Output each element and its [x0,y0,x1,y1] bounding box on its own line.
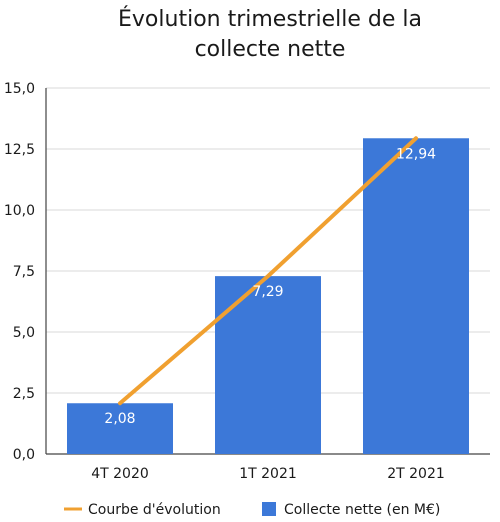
legend-line-label: Courbe d'évolution [88,502,221,518]
chart-title-line-1: Évolution trimestrielle de la [118,6,422,32]
bar-2t-2021 [363,138,469,454]
x-category-label: 4T 2020 [91,466,149,482]
x-axis-category-labels: 4T 2020 1T 2021 2T 2021 [91,466,445,482]
legend-bar-label: Collecte nette (en M€) [284,502,440,518]
chart-title-line-2: collecte nette [195,37,346,62]
data-labels: 2,08 7,29 12,94 [104,146,436,427]
x-category-label: 1T 2021 [239,466,297,482]
data-label: 7,29 [252,284,283,300]
bar-4t-2020 [67,403,173,454]
bar-1t-2021 [215,276,321,454]
y-tick-label: 10,0 [4,203,35,219]
evolution-line-path [118,136,418,406]
x-category-label: 2T 2021 [387,466,445,482]
data-label: 12,94 [396,146,436,162]
data-label: 2,08 [104,411,135,427]
y-tick-label: 12,5 [4,142,35,158]
y-axis-tick-labels: 0,0 2,5 5,0 7,5 10,0 12,5 15,0 [4,81,35,463]
evolution-line [118,136,418,406]
y-tick-label: 15,0 [4,81,35,97]
y-tick-label: 7,5 [13,264,35,280]
y-tick-label: 5,0 [13,325,35,341]
legend-bar-swatch [262,502,276,516]
y-tick-label: 2,5 [13,386,35,402]
y-tick-label: 0,0 [13,447,35,463]
legend: Courbe d'évolution Collecte nette (en M€… [64,502,440,518]
